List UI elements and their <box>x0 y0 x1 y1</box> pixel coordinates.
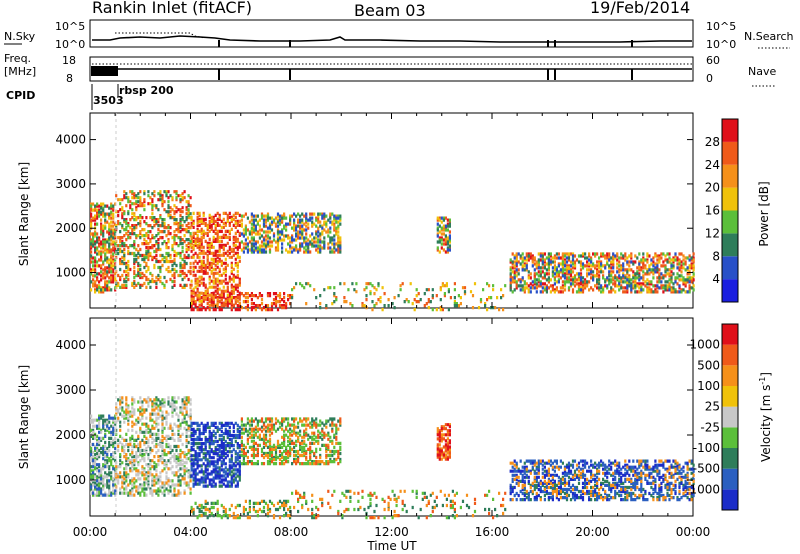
y-tick-label: 1000 <box>55 473 86 487</box>
colorbar-tick-label: 1000 <box>689 338 720 352</box>
freq-tick-bottom: 8 <box>66 72 73 85</box>
colorbar-tick-label: 20 <box>705 181 720 195</box>
y-tick-label: 4000 <box>55 338 86 352</box>
x-tick-label: 04:00 <box>173 525 208 539</box>
colorbar-segment <box>722 279 738 302</box>
velocity-ylabel: Slant Range [km] <box>17 365 31 469</box>
cpid-name: rbsp 200 <box>119 84 174 97</box>
colorbar-segment <box>722 141 738 165</box>
data-cells <box>90 190 695 312</box>
nsky-trace <box>92 35 692 43</box>
cpid-value: 3503 <box>93 94 124 107</box>
colorbar-segment <box>722 187 738 211</box>
data-cells <box>90 396 495 520</box>
x-axis-ticks: 00:00 04:00 08:00 12:00 16:00 20:00 00:00 <box>73 525 711 539</box>
power-colorbar-label: Power [dB] <box>757 181 771 246</box>
nsky-tick-top: 10^5 <box>55 20 85 33</box>
freq-block <box>91 66 118 76</box>
colorbar-frame <box>721 118 739 303</box>
y-tick-label: 3000 <box>55 383 86 397</box>
freq-label: Freq. <box>4 52 31 65</box>
colorbar-segment <box>722 365 738 386</box>
colorbar-segment <box>722 210 738 234</box>
colorbar-tick-label: -100 <box>693 441 720 455</box>
nsky-tick-bottom: 10^0 <box>55 38 85 51</box>
colorbar-tick-label: 8 <box>712 249 720 263</box>
colorbar-segment <box>722 233 738 257</box>
colorbar-segment <box>722 164 738 188</box>
nsearch-trace <box>115 32 206 39</box>
date-label: 19/Feb/2014 <box>590 0 690 17</box>
data-cells <box>115 396 695 520</box>
plot-title: Rankin Inlet (fitACF) <box>92 0 252 17</box>
power-data-layer <box>90 190 695 312</box>
velocity-colorbar: 1000 500 100 25 -25 -100 -500 -1000 <box>685 323 739 511</box>
data-cells <box>90 190 695 312</box>
colorbar-tick-label: 28 <box>705 135 720 149</box>
power-panel: 1000 2000 3000 4000 Slant Range [km] 4 8 12 16… <box>17 112 771 312</box>
cpid-label: CPID <box>6 89 35 102</box>
velocity-data-layer <box>90 396 695 520</box>
colorbar-tick-label: 25 <box>705 400 720 414</box>
nave-tick-top: 60 <box>706 54 720 67</box>
x-tick-label: 12:00 <box>374 525 409 539</box>
freq-panel: Freq. [MHz] 18 8 60 0 Nave <box>4 52 776 87</box>
colorbar-segment <box>722 427 738 448</box>
nsearch-tick-bottom: 10^0 <box>706 38 736 51</box>
nsearch-label: N.Search <box>744 30 794 43</box>
colorbar-tick-label: 12 <box>705 226 720 240</box>
colorbar-tick-label: -25 <box>700 420 720 434</box>
x-tick-label: 08:00 <box>274 525 309 539</box>
colorbar-tick-label: 500 <box>697 358 720 372</box>
colorbar-segment <box>722 386 738 407</box>
colorbar-tick-label: 100 <box>697 379 720 393</box>
nave-label: Nave <box>748 65 776 78</box>
x-tick-label: 00:00 <box>676 525 711 539</box>
data-cells <box>436 423 451 461</box>
y-tick-label: 1000 <box>55 266 86 280</box>
colorbar-tick-label: -1000 <box>685 482 720 496</box>
colorbar-segment <box>722 344 738 366</box>
velocity-y-ticks: 1000 2000 3000 4000 <box>55 318 694 516</box>
nsearch-tick-top: 10^5 <box>706 20 736 33</box>
x-tick-label: 00:00 <box>73 525 108 539</box>
nsky-label: N.Sky <box>4 30 36 43</box>
velocity-colorbar-label: Velocity [m s-1] <box>758 372 773 462</box>
colorbar-segment <box>722 256 738 280</box>
freq-unit-label: [MHz] <box>4 65 36 78</box>
colorbar-tick-label: 24 <box>705 158 720 172</box>
y-tick-label: 2000 <box>55 221 86 235</box>
y-tick-label: 3000 <box>55 177 86 191</box>
beam-label: Beam 03 <box>354 1 426 20</box>
colorbar-segment <box>722 119 738 142</box>
colorbar-segment <box>722 468 738 490</box>
colorbar-segment <box>722 324 738 345</box>
colorbar-tick-label: -500 <box>693 462 720 476</box>
data-cells <box>90 396 192 497</box>
colorbar-segment <box>722 448 738 469</box>
power-y-ticks: 1000 2000 3000 4000 <box>55 113 694 308</box>
nsky-panel: N.Sky 10^5 10^0 10^5 10^0 N.Search <box>4 19 794 51</box>
colorbar-tick-label: 16 <box>705 204 720 218</box>
colorbar-segment <box>722 489 738 510</box>
x-axis-label: Time UT <box>366 539 417 553</box>
x-tick-label: 16:00 <box>475 525 510 539</box>
x-tick-label: 20:00 <box>575 525 610 539</box>
data-cells <box>240 212 691 294</box>
colorbar-segment <box>722 406 738 428</box>
nave-tick-bottom: 0 <box>706 72 713 85</box>
colorbar-frame <box>721 323 739 511</box>
freq-tick-top: 18 <box>62 54 76 67</box>
velocity-panel: 1000 2000 3000 4000 Slant Range [km] 1000 50… <box>17 317 773 520</box>
power-colorbar: 4 8 12 16 20 24 28 <box>705 118 739 303</box>
y-tick-label: 2000 <box>55 428 86 442</box>
y-tick-label: 4000 <box>55 133 86 147</box>
colorbar-tick-label: 4 <box>712 272 720 286</box>
power-ylabel: Slant Range [km] <box>17 162 31 266</box>
